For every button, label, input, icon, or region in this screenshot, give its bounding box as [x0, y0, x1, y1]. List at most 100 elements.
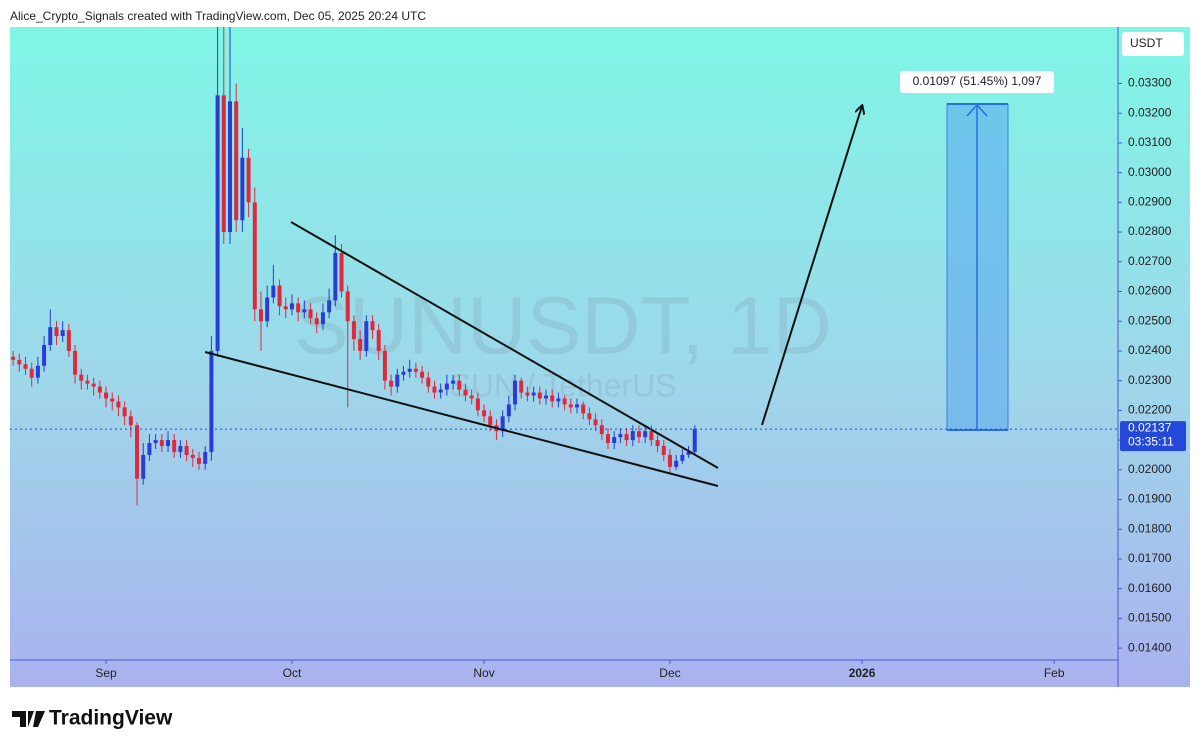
- candle-body: [389, 380, 394, 387]
- x-tick-label: Dec: [659, 666, 680, 680]
- y-tick-label: 0.01500: [1128, 611, 1172, 625]
- measure-label: 0.01097 (51.45%) 1,097: [913, 74, 1042, 88]
- y-tick-label: 0.01900: [1128, 492, 1172, 506]
- candle-body: [320, 312, 325, 325]
- candle-body: [593, 419, 598, 426]
- candle-body: [692, 429, 697, 452]
- candle-body: [60, 330, 65, 337]
- candle-body: [128, 416, 133, 426]
- y-tick-label: 0.03200: [1128, 105, 1172, 119]
- x-tick-label: Nov: [473, 666, 494, 680]
- candle-body: [265, 297, 270, 322]
- candle-body: [587, 413, 592, 420]
- candle-body: [110, 398, 115, 402]
- candle-body: [227, 101, 232, 233]
- candle-body: [667, 454, 672, 467]
- candle-body: [531, 392, 536, 396]
- candle-body: [116, 401, 121, 408]
- trendline-upper: [290, 221, 719, 469]
- y-tick-label: 0.02300: [1128, 373, 1172, 387]
- candle-body: [252, 202, 257, 310]
- candle-body: [544, 395, 549, 399]
- candle-body: [122, 407, 127, 417]
- candle-body: [358, 339, 363, 351]
- candle-body: [475, 398, 480, 411]
- candle-body: [451, 380, 456, 384]
- candle-body: [258, 309, 263, 322]
- candle-body: [54, 327, 59, 337]
- y-tick-label: 0.03300: [1128, 76, 1172, 90]
- candle-body: [17, 359, 22, 365]
- last-price-box: [1120, 421, 1186, 452]
- candle-body: [420, 371, 425, 378]
- candle-body: [166, 440, 171, 447]
- candle-body: [234, 101, 239, 221]
- candle-body: [203, 451, 208, 464]
- candle-body: [35, 365, 40, 378]
- measure-arrowhead: [966, 103, 988, 117]
- candle-body: [246, 157, 251, 203]
- candle-body: [426, 377, 431, 387]
- candle-body: [655, 440, 660, 447]
- candle-body: [482, 410, 487, 417]
- candle-body: [463, 389, 468, 396]
- currency-box: [1122, 32, 1184, 56]
- y-tick-label: 0.02500: [1128, 313, 1172, 327]
- candle-body: [221, 95, 226, 233]
- candle-body: [289, 303, 294, 310]
- footer: [0, 687, 1200, 747]
- y-tick-label: 0.01600: [1128, 581, 1172, 595]
- candle-body: [277, 285, 282, 307]
- candle-body: [215, 95, 220, 351]
- candles: [11, 27, 697, 506]
- y-tick-label: 0.02800: [1128, 224, 1172, 238]
- candle-body: [23, 364, 28, 369]
- candle-body: [240, 157, 245, 221]
- candle-body: [605, 434, 610, 444]
- x-tick-label: 2026: [849, 666, 876, 680]
- candle-body: [97, 386, 102, 393]
- watermark: SUNUSDT, 1D: [294, 281, 832, 372]
- candle-body: [141, 454, 146, 479]
- candle-body: [382, 350, 387, 381]
- candle-body: [42, 344, 47, 366]
- candle-body: [376, 330, 381, 351]
- candle-body: [618, 434, 623, 438]
- candle-body: [153, 440, 158, 444]
- candle-body: [630, 431, 635, 441]
- x-tick-label: Feb: [1044, 666, 1065, 680]
- candle-body: [643, 431, 648, 438]
- candle-body: [190, 454, 195, 458]
- candle-body: [556, 398, 561, 402]
- trendline-lower: [204, 351, 719, 487]
- candle-body: [364, 321, 369, 351]
- candle-body: [48, 327, 53, 345]
- last-price-label: 0.02137: [1128, 420, 1172, 434]
- candle-body: [674, 460, 679, 467]
- candle-body: [575, 404, 580, 408]
- candle-body: [686, 451, 691, 455]
- candle-body: [370, 321, 375, 331]
- candle-body: [73, 350, 78, 375]
- candle-body: [525, 392, 530, 396]
- x-tick-label: Sep: [95, 666, 117, 680]
- y-tick-label: 0.02000: [1128, 462, 1172, 476]
- candle-body: [85, 380, 90, 384]
- candle-body: [581, 404, 586, 414]
- candle-body: [209, 350, 214, 452]
- y-tick-label: 0.03000: [1128, 165, 1172, 179]
- candle-body: [314, 318, 319, 325]
- candle-body: [513, 380, 518, 405]
- candle-body: [500, 416, 505, 432]
- watermark-subtitle: SUN / TetherUS: [449, 367, 676, 403]
- candle-body: [339, 252, 344, 292]
- candle-body: [333, 252, 338, 301]
- candle-body: [636, 431, 641, 438]
- candle-body: [562, 398, 567, 405]
- y-tick-label: 0.01700: [1128, 551, 1172, 565]
- candle-body: [184, 446, 189, 455]
- logo-icon: [12, 711, 45, 727]
- candle-body: [537, 392, 542, 399]
- candle-body: [66, 330, 71, 351]
- measure-label-box: [900, 71, 1054, 93]
